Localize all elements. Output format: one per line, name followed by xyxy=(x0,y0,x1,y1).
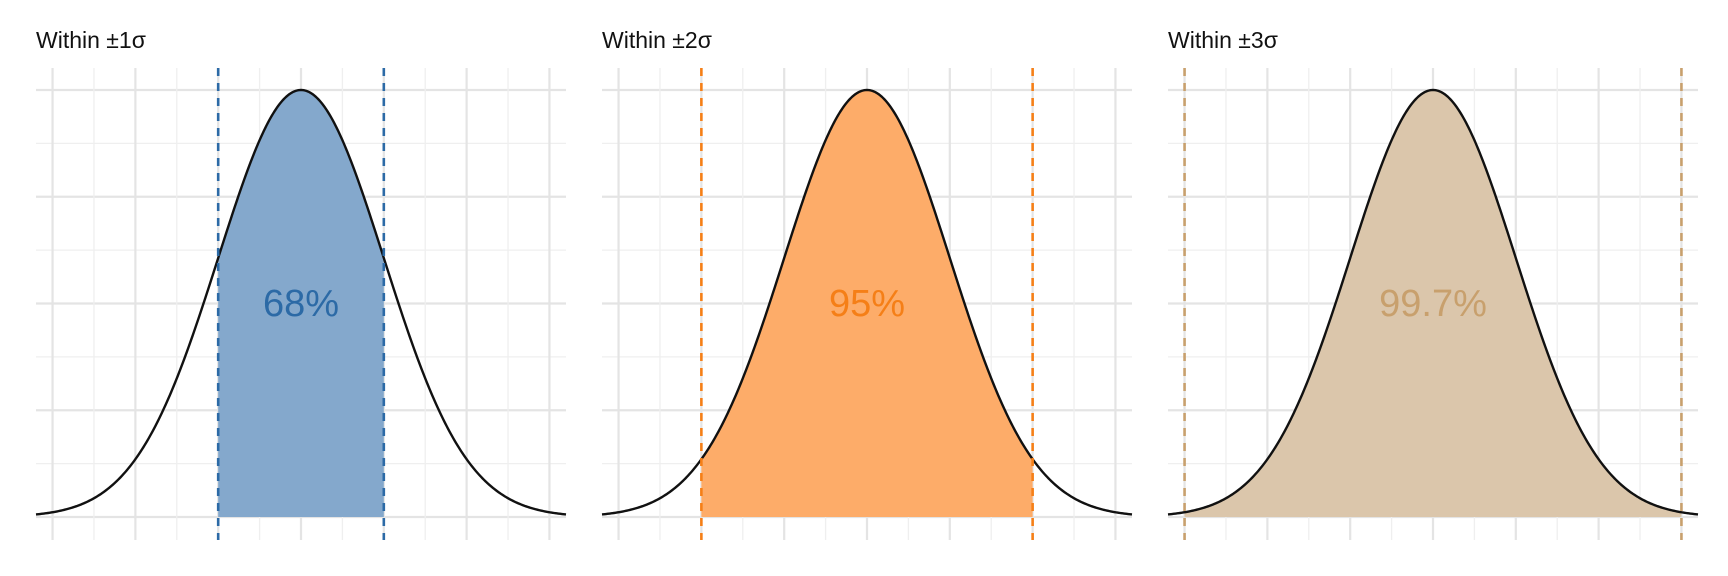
shaded-area xyxy=(218,90,384,517)
shaded-area xyxy=(701,90,1033,517)
panel-1: 68% Within ±1σ xyxy=(35,27,567,540)
panel-title: Within ±1σ xyxy=(36,27,146,53)
percentage-label: 95% xyxy=(829,283,905,325)
panel-title: Within ±2σ xyxy=(602,27,712,53)
panel-title: Within ±3σ xyxy=(1168,27,1278,53)
density-curve xyxy=(35,88,567,516)
panel-3: 99.7% Within ±3σ xyxy=(1167,27,1699,540)
percentage-label: 99.7% xyxy=(1379,283,1487,325)
density-curve xyxy=(1167,88,1699,516)
panel-2: 95% Within ±2σ xyxy=(601,27,1133,540)
percentage-label: 68% xyxy=(263,283,339,325)
density-curve xyxy=(601,88,1133,516)
shaded-area xyxy=(1184,90,1682,517)
